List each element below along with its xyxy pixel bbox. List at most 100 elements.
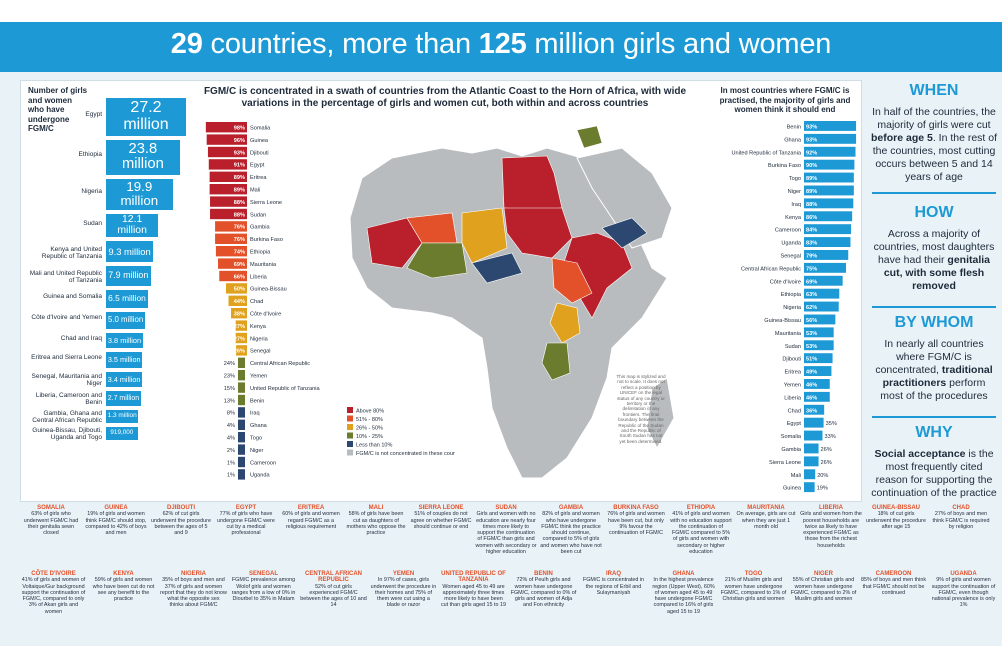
prevalence-swatch (238, 357, 245, 368)
should-end-country: Sierra Leone (769, 460, 801, 466)
should-end-value: 20% (817, 473, 828, 479)
should-end-value: 62% (806, 305, 817, 311)
should-end-value: 86% (806, 215, 817, 221)
prevalence-country: Central African Republic (250, 361, 310, 367)
country-note: CENTRAL AFRICAN REPUBLIC 52% of cut girls… (300, 571, 367, 609)
should-end-bar (804, 301, 839, 312)
sidebar-heading: BY WHOM (894, 314, 974, 331)
should-end-country: Eritrea (785, 370, 802, 376)
should-end-bar (804, 443, 819, 454)
prevalence-swatch (238, 382, 245, 393)
legend-swatch (347, 449, 353, 456)
sidebar-text: Across a majority of countries, most dau… (873, 228, 995, 292)
should-end-bar (804, 482, 815, 493)
prevalence-value: 1% (227, 460, 235, 466)
sidebar-divider (872, 416, 996, 418)
map-car (471, 252, 523, 284)
should-end-value: 53% (806, 331, 817, 337)
map-yemen (601, 217, 648, 249)
prevalence-value: 96% (234, 138, 245, 144)
prevalence-bar (205, 122, 247, 133)
left-item-value: 3.4 million (106, 371, 143, 387)
should-end-country: Niger (788, 189, 802, 195)
should-end-bar (804, 198, 854, 209)
prevalence-swatch (238, 456, 245, 468)
legend-label: 51% - 80% (356, 417, 383, 423)
left-item-country: Eritrea and Sierra Leone (31, 354, 102, 362)
legend-swatch (347, 407, 353, 413)
should-end-chart: Benin 93% Ghana 93% United Republic of Tanza… (731, 121, 857, 493)
prevalence-bar (218, 258, 247, 269)
should-end-country: Togo (789, 176, 801, 182)
sidebar-divider (872, 192, 996, 194)
left-item-country: Mali and United Republic of Tanzania (29, 270, 102, 284)
prevalence-value: 38% (234, 312, 245, 318)
should-end-value: 89% (806, 176, 817, 182)
prevalence-value: 74% (234, 250, 245, 256)
should-end-bar (804, 159, 855, 170)
legend-swatch (347, 424, 353, 430)
should-end-bar (804, 146, 856, 157)
country-note: TOGO 21% of Muslim girls and women have u… (720, 571, 787, 603)
should-end-country: Cameroon (775, 228, 801, 234)
country-note: SENEGAL FGM/C prevalence among Wolof girl… (231, 571, 296, 603)
prevalence-value: 88% (234, 200, 245, 206)
country-note: CAMEROON 85% of boys and men think that F… (860, 571, 927, 596)
map-ethiopia (551, 257, 593, 304)
map-iraq (576, 125, 603, 149)
should-end-bar (804, 211, 853, 222)
should-end-bar (804, 224, 852, 235)
prevalence-value: 8% (227, 411, 235, 417)
prevalence-value: 76% (234, 225, 245, 231)
country-note: UGANDA 9% of girls and women support the … (931, 571, 996, 609)
prevalence-value: 4% (227, 423, 235, 429)
prevalence-value: 93% (234, 150, 245, 156)
prevalence-country: United Republic of Tanzania (250, 386, 320, 392)
should-end-value: 93% (806, 137, 817, 143)
country-note: MALI 58% of girls have been cut as daught… (346, 505, 406, 537)
should-end-value: 46% (806, 383, 817, 389)
should-end-value: 93% (806, 125, 817, 131)
prevalence-swatch (238, 469, 245, 480)
banner-top (0, 0, 1002, 26)
map-legend: Above 80% 51% - 80% 26% - 50% 10% - 25% Less… (347, 407, 455, 457)
prevalence-country: Nigeria (250, 336, 269, 342)
country-note: GUINEA-BISSAU 18% of cut girls underwent … (866, 505, 926, 530)
should-end-value: 33% (824, 434, 835, 440)
prevalence-value: 91% (234, 163, 245, 169)
map-arabia (576, 147, 673, 249)
sidebar-text: In half of the countries, the majority o… (870, 106, 998, 183)
country-note: UNITED REPUBLIC OF TANZANIA Women aged 45… (440, 571, 507, 609)
prevalence-bar (236, 345, 247, 356)
prevalence-bar (207, 146, 247, 158)
should-end-country: Senegal (780, 254, 801, 260)
legend-label: Less than 10% (356, 443, 392, 449)
prevalence-value: 89% (234, 175, 245, 181)
left-item-country: Nigeria (81, 188, 102, 196)
legend-label: 10% - 25% (356, 434, 383, 440)
left-item-value: 19.9 million (106, 178, 173, 210)
should-end-bar (804, 121, 857, 131)
prevalence-value: 13% (224, 398, 235, 404)
map-chad (461, 207, 508, 264)
country-note: NIGER 55% of Christian girls and women ha… (790, 571, 857, 603)
left-item-country: Chad and Iraq (60, 334, 102, 342)
should-end-country: Uganda (781, 241, 801, 247)
should-end-country: Mali (791, 473, 801, 479)
prevalence-country: Djibouti (250, 150, 269, 156)
should-end-value: 53% (806, 344, 817, 350)
prevalence-bar (208, 159, 247, 170)
map-west1 (366, 217, 423, 269)
prevalence-bar (206, 134, 247, 145)
should-end-value: 35% (826, 421, 837, 427)
should-end-country: Kenya (785, 215, 802, 221)
legend-swatch (347, 432, 353, 439)
should-end-country: Burkina Faso (768, 163, 801, 169)
prevalence-country: Guinea (250, 138, 269, 144)
map-tanzania (541, 342, 571, 381)
should-end-country: Egypt (787, 421, 802, 427)
prevalence-value: 50% (234, 287, 245, 293)
prevalence-country: Ethiopia (250, 250, 271, 256)
prevalence-value: 44% (234, 299, 245, 305)
legend-swatch (347, 415, 353, 422)
